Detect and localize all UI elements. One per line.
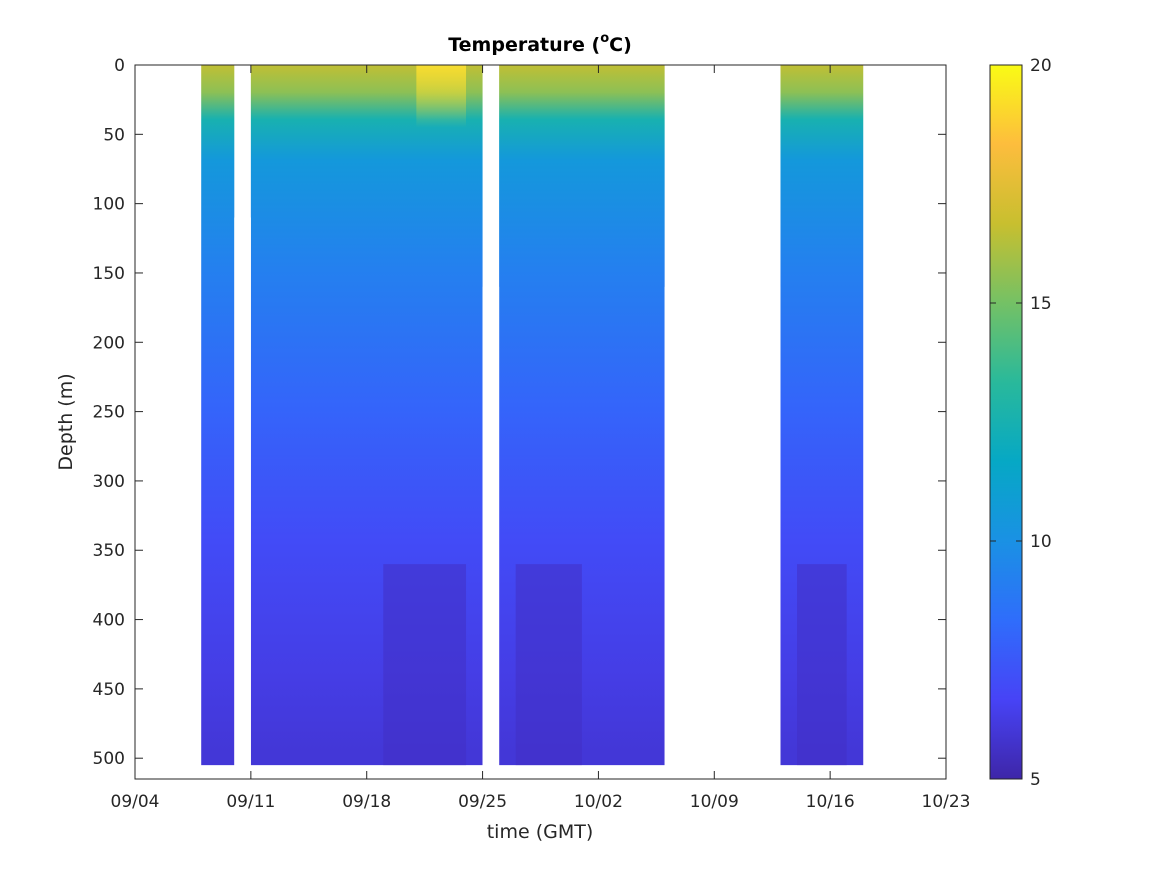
x-tick-label: 09/18 (342, 792, 391, 812)
y-tick-label: 200 (93, 333, 125, 353)
y-axis-label: Depth (m) (55, 373, 77, 470)
colorbar-frame (989, 64, 1023, 780)
colorbar-tick-label: 20 (1030, 56, 1052, 76)
y-tick-label: 100 (93, 195, 125, 215)
x-tick-label: 10/02 (574, 792, 623, 812)
x-tick-label: 09/25 (458, 792, 507, 812)
title-superscript: o (600, 31, 609, 46)
x-tick-label: 10/09 (690, 792, 739, 812)
y-tick-label: 250 (93, 403, 125, 423)
data-segment-1 (201, 65, 235, 766)
title-main: Temperature ( (448, 34, 600, 56)
x-tick-label: 09/11 (226, 792, 275, 812)
cold-band-2 (515, 564, 582, 766)
x-axis: 09/04 09/11 09/18 09/25 10/02 10/09 10/16 10/23 (111, 65, 971, 812)
colorbar-tick-label: 15 (1030, 294, 1052, 314)
x-tick-label: 10/23 (922, 792, 971, 812)
x-axis-label: time (GMT) (487, 821, 594, 843)
data-gap-2 (482, 286, 500, 779)
y-tick-label: 300 (93, 472, 125, 492)
cold-band-3 (797, 564, 847, 766)
x-tick-label: 09/04 (111, 792, 160, 812)
y-tick-label: 400 (93, 611, 125, 631)
y-tick-label: 50 (103, 125, 125, 145)
title-tail: C) (609, 34, 632, 56)
warm-surface-patch (416, 65, 467, 128)
data-gap-1 (234, 217, 251, 779)
cold-band-1 (383, 564, 467, 766)
colorbar-tick-label: 5 (1030, 770, 1041, 790)
y-tick-label: 500 (93, 749, 125, 769)
axes-frame (134, 64, 947, 780)
colorbar-ticks: 5 10 15 20 (990, 56, 1052, 790)
y-tick-label: 0 (114, 56, 125, 76)
chart-title: Temperature (oC) (448, 31, 632, 56)
colorbar (990, 65, 1022, 779)
data-gap-3 (664, 286, 781, 779)
colorbar-tick-label: 10 (1030, 532, 1052, 552)
y-tick-label: 350 (93, 541, 125, 561)
y-axis: 0 50 100 150 200 250 300 350 400 450 500 (93, 56, 946, 769)
x-tick-label: 10/16 (806, 792, 855, 812)
y-tick-label: 450 (93, 680, 125, 700)
heatmap-layer (201, 65, 864, 779)
y-tick-label: 150 (93, 264, 125, 284)
